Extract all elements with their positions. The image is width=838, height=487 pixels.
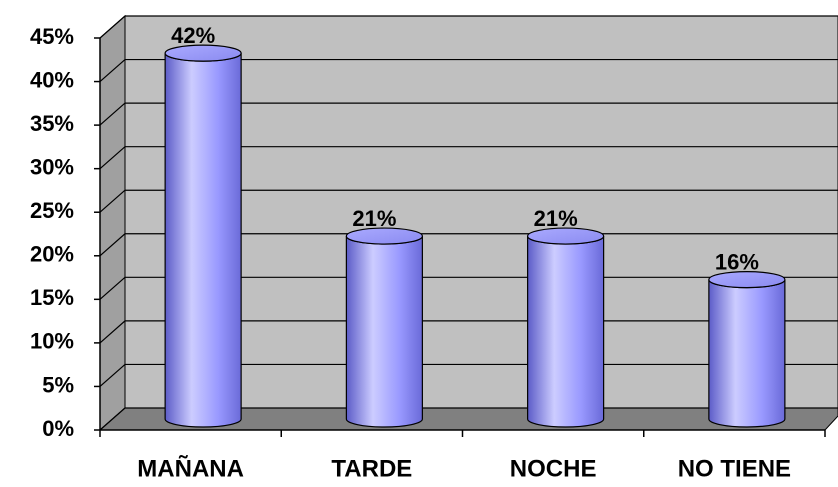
y-tick-label: 15% <box>30 285 74 310</box>
y-tick-label: 30% <box>30 154 74 179</box>
x-tick-label: NO TIENE <box>678 455 791 482</box>
x-tick-label: MAÑANA <box>137 454 244 482</box>
value-label: 21% <box>352 206 396 231</box>
bar <box>164 52 242 428</box>
grid-line <box>99 102 838 126</box>
value-label: 16% <box>715 249 759 274</box>
grid-line <box>99 146 838 170</box>
y-tick-label: 40% <box>30 67 74 92</box>
y-tick-label: 20% <box>30 242 74 267</box>
y-tick-label: 35% <box>30 111 74 136</box>
grid-line <box>99 189 838 213</box>
bar-top <box>708 271 786 289</box>
value-label: 42% <box>171 23 215 48</box>
bar-top <box>164 44 242 62</box>
bar <box>527 235 605 428</box>
y-tick-label: 25% <box>30 198 74 223</box>
x-tick-label: NOCHE <box>510 455 597 482</box>
bar-top <box>527 227 605 245</box>
y-tick-label: 0% <box>42 416 74 441</box>
x-tick-label: TARDE <box>331 455 412 482</box>
grid-line <box>99 58 838 83</box>
value-label: 21% <box>534 206 578 231</box>
plot-marks: MAÑANA 42% TARDE 21% NOCHE 21% NO TIENE 16% <box>137 23 791 482</box>
bar <box>345 235 423 428</box>
bar <box>708 279 786 428</box>
bar-top <box>345 227 423 245</box>
y-tick-label: 5% <box>42 372 74 397</box>
y-tick-label: 45% <box>30 24 74 49</box>
y-tick-label: 10% <box>30 329 74 354</box>
plot-walls: 0% 5% 10% 15% 20% 25% 30% 35% 40% 45% <box>30 14 838 441</box>
grid-line <box>99 15 838 39</box>
